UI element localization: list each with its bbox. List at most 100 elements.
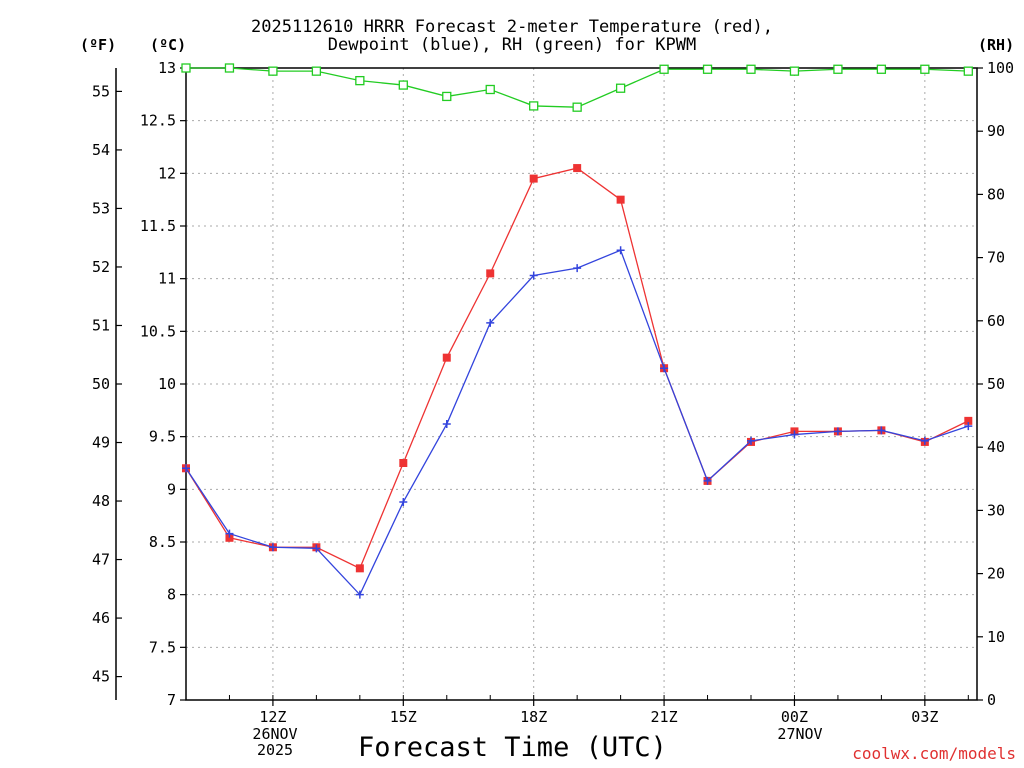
- celsius-axis-unit: (ºC): [150, 36, 187, 54]
- dewpoint-point-9: [573, 264, 582, 273]
- celsius-tick-label-11: 12.5: [140, 112, 176, 130]
- temperature-point-4: [355, 564, 364, 573]
- rh-point-2: [268, 66, 278, 76]
- fahrenheit-tick-label-5: 50: [92, 375, 110, 393]
- x-tick-label-21z: 21Z: [651, 708, 678, 726]
- dewpoint-line: [185, 249, 969, 596]
- temperature-point-9: [573, 164, 582, 173]
- rh-point-16: [876, 64, 887, 74]
- dewpoint-point-17: [920, 436, 929, 445]
- celsius-tick-label-2: 8: [167, 586, 176, 604]
- rh-point-0: [181, 63, 191, 73]
- rh-tick-label-3: 30: [987, 501, 1005, 519]
- fahrenheit-tick-label-6: 51: [92, 316, 110, 334]
- temperature-point-7: [486, 269, 495, 278]
- rh-point-13: [746, 64, 756, 74]
- rh-axis-unit: (RH): [978, 36, 1015, 54]
- date-label-27nov-day: 27NOV: [777, 725, 823, 743]
- fahrenheit-axis-unit: (ºF): [80, 36, 117, 54]
- dewpoint-point-3: [312, 544, 321, 553]
- fahrenheit-tick-label-2: 47: [92, 551, 110, 569]
- dewpoint-point-5: [399, 497, 408, 506]
- fahrenheit-tick-label-7: 52: [92, 258, 110, 276]
- x-tick-label-03z: 03Z: [911, 708, 938, 726]
- dewpoint-point-2: [268, 543, 277, 552]
- celsius-tick-label-9: 11.5: [140, 217, 176, 235]
- dewpoint-point-1: [225, 529, 234, 538]
- rh-point-8: [529, 101, 539, 111]
- x-axis-label: Forecast Time (UTC): [358, 732, 667, 763]
- rh-tick-label-8: 80: [987, 185, 1005, 203]
- dewpoint-point-15: [833, 427, 842, 436]
- fahrenheit-tick-label-4: 49: [92, 434, 110, 452]
- chart-title-line1: 2025112610 HRRR Forecast 2-meter Tempera…: [251, 17, 773, 37]
- rh-tick-label-6: 60: [987, 312, 1005, 330]
- date-label-27nov: 27NOV: [765, 726, 835, 742]
- rh-point-4: [355, 75, 365, 86]
- dewpoint-point-4: [355, 590, 364, 599]
- dewpoint-point-10: [616, 246, 625, 255]
- dewpoint-point-13: [747, 436, 755, 445]
- rh-point-3: [311, 66, 322, 76]
- dewpoint-point-18: [964, 422, 973, 431]
- temperature-point-18: [964, 416, 973, 425]
- dewpoint-point-16: [877, 426, 886, 435]
- dewpoint-point-8: [529, 271, 538, 280]
- x-tick-label-18z: 18Z: [520, 708, 547, 726]
- dewpoint-point-0: [182, 464, 190, 473]
- rh-tick-label-9: 90: [987, 122, 1005, 140]
- dewpoint-point-12: [703, 476, 712, 485]
- celsius-tick-label-8: 11: [158, 270, 176, 288]
- celsius-tick-label-12: 13: [158, 59, 176, 77]
- rh-point-10: [615, 83, 626, 93]
- rh-tick-label-1: 10: [987, 628, 1005, 646]
- temperature-point-10: [616, 195, 625, 204]
- dewpoint-point-11: [660, 364, 669, 373]
- temperature-point-5: [399, 459, 408, 467]
- dewpoint-point-6: [442, 420, 451, 429]
- rh-point-6: [442, 91, 452, 102]
- date-label-26nov: 26NOV 2025: [240, 726, 310, 758]
- rh-point-7: [485, 84, 495, 95]
- celsius-tick-label-4: 9: [167, 480, 176, 498]
- chart-title-line2: Dewpoint (blue), RH (green) for KPWM: [327, 35, 697, 55]
- x-tick-label-12z: 12Z: [259, 708, 286, 726]
- fahrenheit-tick-label-3: 48: [92, 492, 110, 510]
- dewpoint-point-7: [486, 318, 495, 327]
- celsius-tick-label-6: 10: [158, 375, 176, 393]
- x-tick-label-00z: 00Z: [781, 708, 808, 726]
- celsius-tick-label-0: 7: [167, 691, 176, 709]
- rh-point-12: [702, 64, 713, 74]
- celsius-tick-label-3: 8.5: [149, 533, 176, 551]
- temperature-point-6: [442, 353, 451, 362]
- rh-point-14: [789, 66, 800, 76]
- rh-point-18: [963, 66, 973, 76]
- date-label-26nov-day: 26NOV: [252, 725, 298, 743]
- rh-point-5: [398, 80, 408, 90]
- rh-tick-label-7: 70: [987, 249, 1005, 267]
- fahrenheit-tick-label-10: 55: [92, 82, 110, 100]
- rh-point-15: [833, 64, 843, 74]
- celsius-tick-label-5: 9.5: [149, 428, 176, 446]
- rh-tick-label-0: 0: [987, 691, 996, 709]
- rh-point-11: [659, 64, 669, 74]
- celsius-tick-label-10: 12: [158, 164, 176, 182]
- rh-tick-label-10: 100: [987, 59, 1014, 77]
- temperature-point-1: [225, 533, 234, 542]
- fahrenheit-tick-label-1: 46: [92, 609, 110, 627]
- fahrenheit-tick-label-0: 45: [92, 668, 110, 686]
- watermark-link[interactable]: coolwx.com/models: [852, 744, 1016, 763]
- celsius-tick-label-7: 10.5: [140, 322, 176, 340]
- rh-point-17: [920, 64, 930, 74]
- rh-tick-label-4: 40: [987, 438, 1005, 456]
- rh-point-1: [224, 63, 235, 73]
- celsius-tick-label-1: 7.5: [149, 638, 176, 656]
- date-label-26nov-year: 2025: [256, 741, 294, 759]
- dewpoint-point-14: [790, 430, 799, 439]
- rh-point-9: [572, 102, 582, 112]
- fahrenheit-tick-label-8: 53: [92, 199, 110, 217]
- rh-tick-label-5: 50: [987, 375, 1005, 393]
- temperature-line: [185, 167, 969, 570]
- fahrenheit-tick-label-9: 54: [92, 141, 110, 159]
